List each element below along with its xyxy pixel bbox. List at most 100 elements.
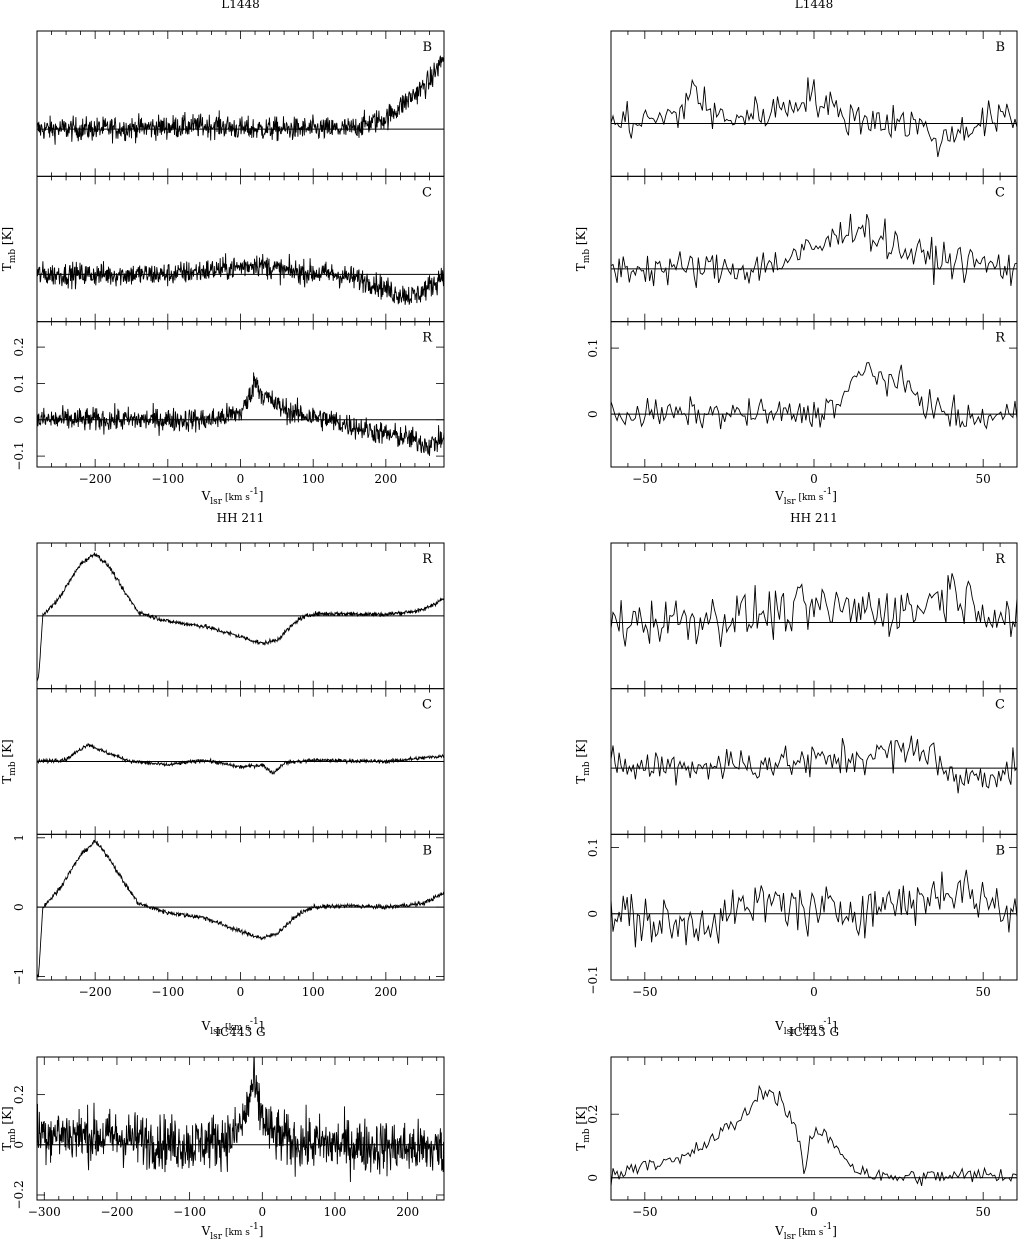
x-tick-label: −100 (151, 985, 184, 999)
y-tick-label: −0.1 (12, 442, 26, 471)
x-axis-label: Vlsr [km s-1] (774, 1222, 837, 1241)
y-tick-label: 0.1 (586, 339, 600, 358)
chart-0-left: B C R −0.1 0 0.1 0.2 −200 −100 0 100 200 L1448 Vlsr [… (0, 0, 445, 507)
spectrum-series-R (611, 361, 1017, 430)
subpanel-label: B (422, 843, 432, 858)
chart-2-left: −0.2 0 0.2 −300 −200 −100 0 100 200 IC443 G Vlsr [… (0, 1025, 445, 1241)
subpanel-label: C (422, 185, 432, 200)
y-tick-label: 0.2 (12, 1085, 26, 1104)
x-tick-label: 50 (976, 1205, 991, 1219)
x-tick-label: 200 (374, 472, 397, 486)
subpanel-frame (610, 30, 1018, 177)
chart-0-right: B C R 0 0.1 −50 0 50 L1448 Vlsr [km s-1] Tmb [K] (574, 0, 1018, 507)
y-tick-label: 1 (12, 834, 26, 842)
subpanel-frame (36, 175, 445, 323)
spectrum-series-B (611, 869, 1017, 948)
subpanel-frame (610, 1056, 1018, 1201)
subpanel-frame (610, 321, 1018, 468)
y-tick-label: −0.2 (12, 1180, 26, 1209)
panel-title: HH 211 (790, 511, 838, 525)
subpanel-frame (610, 688, 1018, 835)
x-tick-label: −100 (173, 1205, 206, 1219)
x-tick-label: 100 (302, 985, 325, 999)
spectrum-series-C (37, 253, 444, 305)
y-axis-label: Tmb [K] (574, 1106, 592, 1150)
x-tick-label: 0 (237, 985, 245, 999)
subpanel-label: R (422, 552, 433, 567)
subpanel-label: R (995, 331, 1006, 346)
y-tick-label: 0 (12, 1141, 26, 1149)
spectrum-series-main (37, 1057, 444, 1183)
x-tick-label: 50 (976, 985, 991, 999)
y-tick-label: 0.2 (12, 338, 26, 357)
x-tick-label: −200 (79, 985, 112, 999)
x-tick-label: 100 (324, 1205, 347, 1219)
y-axis-label: Tmb [K] (0, 227, 18, 271)
subpanel-label: C (995, 698, 1005, 713)
x-tick-label: 0 (237, 472, 245, 486)
subpanel-label: B (422, 40, 432, 55)
panel-title: HH 211 (217, 511, 265, 525)
x-tick-label: 200 (374, 985, 397, 999)
panel-title: IC443 G (789, 1025, 839, 1039)
chart-1-right: R C B −0.1 0 0.1 −50 0 50 HH 211 Vlsr [km s-1] Tmb … (574, 511, 1018, 1037)
y-axis-label: Tmb [K] (0, 739, 18, 783)
spectrum-series-C (611, 735, 1017, 794)
x-tick-label: −50 (632, 1205, 657, 1219)
panel-title: L1448 (221, 0, 260, 11)
y-axis-label: Tmb [K] (574, 227, 592, 271)
y-axis-label: Tmb [K] (574, 739, 592, 783)
x-axis-label: Vlsr [km s-1] (201, 487, 264, 507)
subpanel-frame (36, 321, 445, 468)
x-tick-label: 0 (810, 985, 818, 999)
y-tick-label: 0 (586, 910, 600, 918)
y-tick-label: 0.1 (12, 374, 26, 393)
x-tick-label: 100 (302, 472, 325, 486)
spectrum-series-R (37, 372, 444, 456)
x-tick-label: 50 (976, 472, 991, 486)
spectrum-series-C (37, 743, 444, 775)
subpanel-label: R (995, 552, 1006, 567)
subpanel-label: R (422, 331, 433, 346)
x-axis-label: Vlsr [km s-1] (201, 1017, 264, 1037)
y-tick-label: 0.2 (586, 1105, 600, 1124)
subpanel-label: C (995, 185, 1005, 200)
y-tick-label: 0 (586, 410, 600, 418)
chart-1-left: R C B −1 0 1 −200 −100 0 100 200 HH 211 Vlsr [km s-1… (0, 511, 445, 1037)
x-axis-label: Vlsr [km s-1] (774, 487, 837, 507)
x-tick-label: −50 (632, 985, 657, 999)
spectrum-series-B (37, 839, 444, 979)
x-tick-label: −200 (79, 472, 112, 486)
subpanel-label: B (995, 40, 1005, 55)
y-tick-label: −0.1 (586, 965, 600, 994)
subpanel-label: C (422, 698, 432, 713)
subpanel-frame (36, 1056, 445, 1201)
x-tick-label: −100 (151, 472, 184, 486)
x-tick-label: −200 (100, 1205, 133, 1219)
y-axis-label: Tmb [K] (0, 1106, 18, 1150)
y-tick-label: −1 (12, 968, 26, 986)
y-tick-label: 0 (12, 416, 26, 424)
subpanel-label: B (995, 843, 1005, 858)
subpanel-frame (610, 833, 1018, 981)
spectrum-series-R (37, 552, 444, 681)
x-tick-label: 0 (810, 472, 818, 486)
y-tick-label: 0 (586, 1174, 600, 1182)
spectrum-series-C (611, 213, 1017, 288)
x-axis-label: Vlsr [km s-1] (201, 1222, 264, 1241)
chart-2-right: 0 0.2 −50 0 50 IC443 G Vlsr [km s-1] Tmb [K] (574, 1025, 1018, 1241)
panel-title: L1448 (795, 0, 834, 11)
y-tick-label: 0.1 (586, 838, 600, 857)
x-tick-label: −300 (28, 1205, 61, 1219)
x-tick-label: 0 (258, 1205, 266, 1219)
panel-title: IC443 G (215, 1025, 265, 1039)
spectrum-series-B (611, 77, 1017, 158)
x-tick-label: −50 (632, 472, 657, 486)
spectrum-series-main (611, 1084, 1017, 1187)
spectrum-series-B (37, 54, 444, 145)
x-tick-label: 0 (810, 1205, 818, 1219)
x-axis-label: Vlsr [km s-1] (774, 1017, 837, 1037)
x-tick-label: 200 (396, 1205, 419, 1219)
